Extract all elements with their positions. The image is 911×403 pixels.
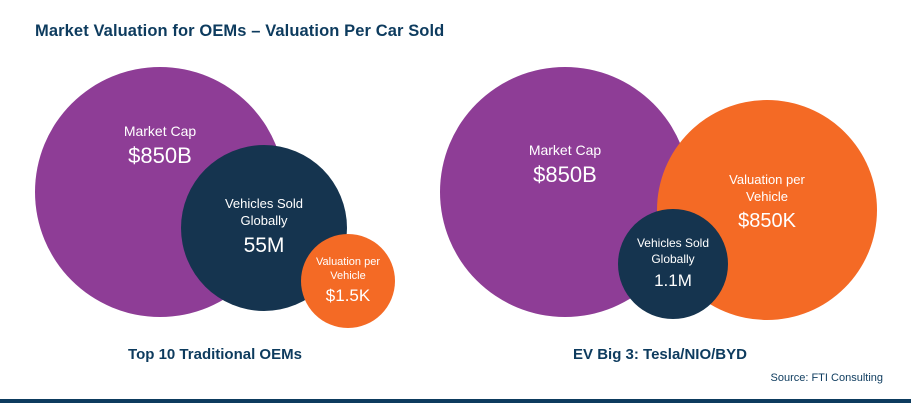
- bubble-text: Valuation per Vehicle $1.5K: [309, 255, 387, 308]
- bubble-metric-label: Market Cap: [123, 123, 197, 139]
- bubble-text: Valuation per Vehicle $850K: [717, 172, 817, 234]
- bubble-metric-label: Vehicles Sold Globally: [636, 236, 710, 266]
- bubble-value: 1.1M: [654, 270, 692, 290]
- bubble-metric-label: Valuation per Vehicle: [729, 172, 805, 204]
- bubble-value: 55M: [243, 234, 285, 258]
- bubble-value: $1.5K: [325, 286, 371, 306]
- bubble-metric-label: Valuation per Vehicle: [315, 255, 380, 282]
- bottom-divider: [0, 399, 911, 403]
- bubble-vehicles-sold-traditional: Vehicles Sold Globally 55M: [181, 145, 347, 311]
- bubble-value: $850B: [128, 143, 192, 169]
- bubble-text: Market Cap $850B: [529, 141, 601, 190]
- bubble-value: $850K: [738, 209, 796, 232]
- group-caption-traditional: Top 10 Traditional OEMs: [128, 346, 302, 363]
- bubble-value: $850B: [533, 162, 597, 188]
- bubble-metric-label: Market Cap: [528, 142, 602, 158]
- source-attribution: Source: FTI Consulting: [770, 372, 884, 384]
- bubble-text: Vehicles Sold Globally 1.1M: [627, 236, 719, 291]
- chart-title: Market Valuation for OEMs – Valuation Pe…: [35, 22, 445, 40]
- bubble-metric-label: Vehicles Sold Globally: [224, 196, 304, 229]
- bubble-text: Vehicles Sold Globally 55M: [209, 196, 319, 259]
- bubble-market-cap-ev: Market Cap $850B: [440, 67, 690, 317]
- group-caption-ev: EV Big 3: Tesla/NIO/BYD: [573, 346, 747, 363]
- bubble-text: Market Cap $850B: [124, 122, 196, 171]
- bubble-vehicles-sold-ev: Vehicles Sold Globally 1.1M: [618, 209, 728, 319]
- bubble-valuation-per-vehicle-traditional: Valuation per Vehicle $1.5K: [301, 234, 395, 328]
